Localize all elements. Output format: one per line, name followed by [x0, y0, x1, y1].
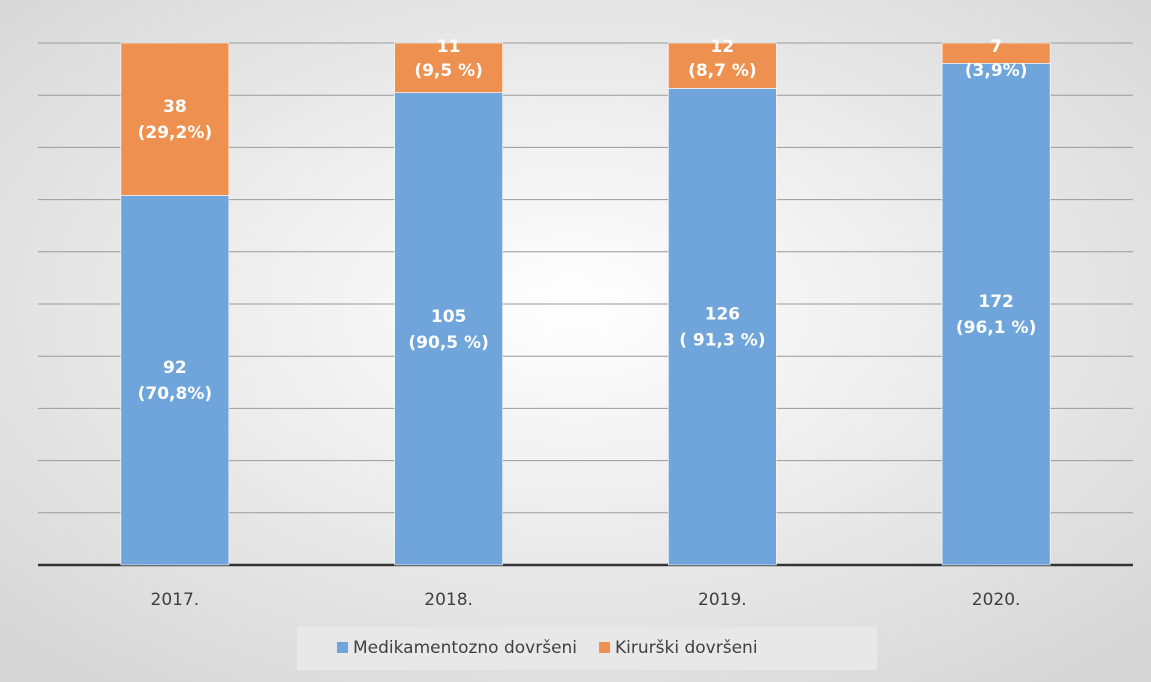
bar-segment: [394, 92, 503, 566]
data-label-count: 38: [163, 97, 187, 117]
data-label-percent: (3,9%): [965, 61, 1028, 81]
bar-segment: [394, 42, 503, 93]
data-label-count: 92: [163, 358, 187, 378]
legend-label: Medikamentozno dovršeni: [353, 638, 577, 658]
bar-segment: [941, 42, 1051, 64]
data-label-count: 11: [437, 37, 461, 57]
data-label-percent: ( 91,3 %): [679, 331, 765, 351]
legend-swatch: [337, 642, 348, 653]
legend-swatch: [599, 642, 611, 653]
data-label-count: 105: [431, 307, 467, 327]
x-tick-label: 2020.: [972, 590, 1021, 610]
x-tick-label: 2019.: [698, 590, 747, 610]
data-label-percent: (29,2%): [138, 123, 213, 143]
data-label-count: 12: [711, 37, 735, 57]
data-label-percent: (9,5 %): [414, 61, 483, 81]
data-label-percent: (96,1 %): [956, 318, 1036, 338]
x-tick-label: 2018.: [424, 590, 473, 610]
data-label-percent: (70,8%): [138, 384, 213, 404]
legend-label: Kirurški dovršeni: [615, 638, 758, 658]
data-label-count: 126: [705, 305, 741, 325]
bar-segment: [668, 42, 777, 89]
bar-segment: [668, 88, 777, 566]
data-label-percent: (8,7 %): [688, 61, 757, 81]
bar-segment: [120, 195, 230, 566]
data-label-percent: (90,5 %): [408, 333, 488, 353]
bar-segment: [120, 42, 230, 196]
x-tick-label: 2017.: [151, 590, 200, 610]
legend-box: [297, 627, 877, 670]
bar-segment: [941, 63, 1051, 566]
data-label-count: 172: [978, 292, 1014, 312]
data-label-count: 7: [990, 37, 1002, 57]
